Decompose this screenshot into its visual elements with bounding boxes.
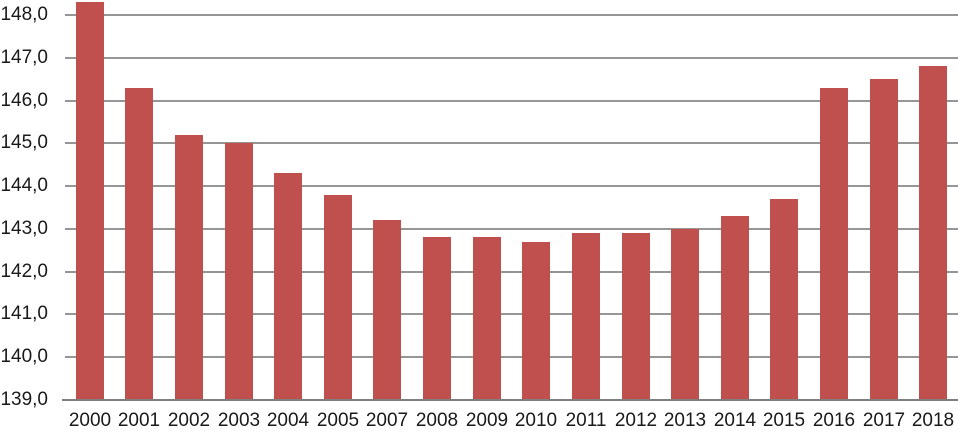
bar-2015 xyxy=(770,199,798,400)
bar-2004 xyxy=(274,173,302,400)
bar-2018 xyxy=(919,66,947,400)
bar-2016 xyxy=(820,88,848,400)
y-tick-label-141: 141,0 xyxy=(0,303,48,324)
y-tick-label-148: 148,0 xyxy=(0,4,48,25)
bar-2013 xyxy=(671,229,699,400)
bar-2000 xyxy=(76,2,104,400)
gridline-147 xyxy=(65,57,958,59)
y-tick-label-144: 144,0 xyxy=(0,175,48,196)
x-tick-label-2016: 2016 xyxy=(812,410,856,431)
x-tick-label-2014: 2014 xyxy=(713,410,757,431)
bar-2011 xyxy=(572,233,600,400)
x-axis-line xyxy=(62,399,958,401)
x-tick-label-2018: 2018 xyxy=(911,410,955,431)
x-tick-label-2013: 2013 xyxy=(663,410,707,431)
bar-2007 xyxy=(373,220,401,400)
y-tick-label-139: 139,0 xyxy=(0,389,48,410)
gridline-145 xyxy=(65,142,958,144)
bar-2017 xyxy=(870,79,898,400)
x-tick-label-2005: 2005 xyxy=(316,410,360,431)
y-tick-label-142: 142,0 xyxy=(0,261,48,282)
x-tick-label-2003: 2003 xyxy=(217,410,261,431)
x-tick-label-2017: 2017 xyxy=(862,410,906,431)
bar-2014 xyxy=(721,216,749,400)
bar-2008 xyxy=(423,237,451,400)
gridline-141 xyxy=(65,313,958,315)
bar-2009 xyxy=(473,237,501,400)
gridline-143 xyxy=(65,228,958,230)
y-tick-label-147: 147,0 xyxy=(0,47,48,68)
y-tick-label-145: 145,0 xyxy=(0,132,48,153)
y-tick-label-146: 146,0 xyxy=(0,90,48,111)
gridline-148 xyxy=(65,14,958,16)
x-tick-label-2015: 2015 xyxy=(762,410,806,431)
bar-2010 xyxy=(522,242,550,400)
x-tick-label-2007: 2007 xyxy=(365,410,409,431)
x-tick-label-2002: 2002 xyxy=(167,410,211,431)
x-tick-label-2004: 2004 xyxy=(266,410,310,431)
gridline-146 xyxy=(65,100,958,102)
y-tick-label-143: 143,0 xyxy=(0,218,48,239)
x-tick-label-2012: 2012 xyxy=(614,410,658,431)
x-tick-label-2001: 2001 xyxy=(117,410,161,431)
gridline-142 xyxy=(65,271,958,273)
bar-2001 xyxy=(125,88,153,400)
bar-2002 xyxy=(175,135,203,400)
x-tick-label-2000: 2000 xyxy=(68,410,112,431)
gridline-144 xyxy=(65,185,958,187)
bar-2003 xyxy=(225,143,253,400)
x-tick-label-2011: 2011 xyxy=(565,410,607,431)
y-tick-label-140: 140,0 xyxy=(0,346,48,367)
bar-2005 xyxy=(324,195,352,400)
x-tick-label-2009: 2009 xyxy=(465,410,509,431)
gridline-140 xyxy=(65,356,958,358)
bar-2012 xyxy=(622,233,650,400)
x-tick-label-2010: 2010 xyxy=(514,410,558,431)
x-tick-label-2008: 2008 xyxy=(415,410,459,431)
